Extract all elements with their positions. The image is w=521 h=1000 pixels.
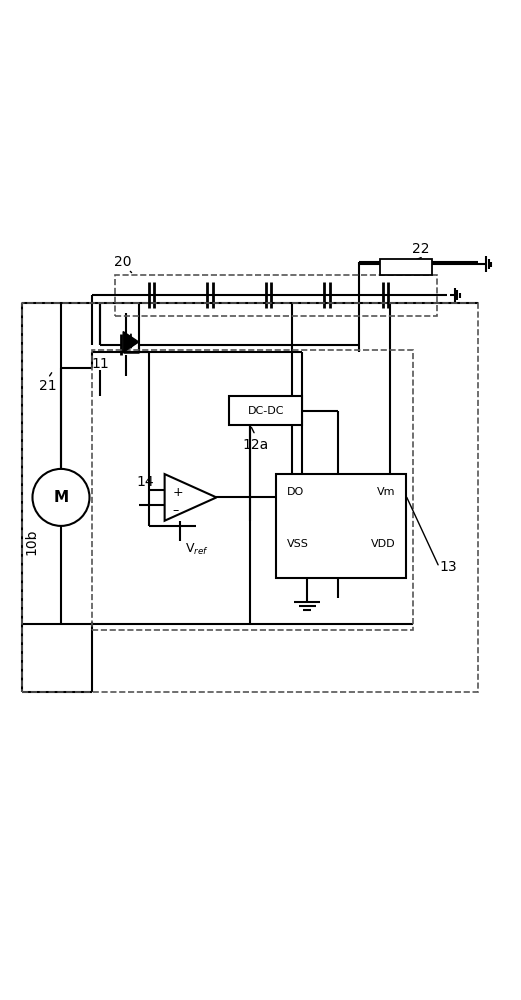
Bar	[22, 303, 478, 692]
Text: Vm: Vm	[377, 487, 395, 497]
Bar	[380, 259, 431, 275]
Text: 11: 11	[91, 357, 109, 371]
Circle shape	[32, 469, 90, 526]
Text: VDD: VDD	[370, 539, 395, 549]
Bar	[115, 275, 437, 316]
Text: –: –	[172, 504, 179, 517]
Text: M: M	[54, 490, 69, 505]
Text: DO: DO	[287, 487, 304, 497]
Text: 13: 13	[439, 560, 457, 574]
Text: 12a: 12a	[242, 438, 268, 452]
Text: 20: 20	[115, 255, 132, 269]
Text: 22: 22	[413, 242, 430, 256]
Bar	[92, 350, 413, 630]
Text: VSS: VSS	[287, 539, 308, 549]
Polygon shape	[123, 332, 139, 352]
Text: 14: 14	[137, 475, 154, 489]
Text: DC-DC: DC-DC	[247, 406, 284, 416]
Bar	[276, 474, 406, 578]
Polygon shape	[165, 474, 216, 521]
Text: +: +	[172, 486, 183, 499]
Text: 10b: 10b	[24, 528, 39, 555]
Text: 21: 21	[39, 379, 57, 393]
Bar	[229, 396, 302, 425]
Text: V$_{ref}$: V$_{ref}$	[185, 541, 209, 557]
